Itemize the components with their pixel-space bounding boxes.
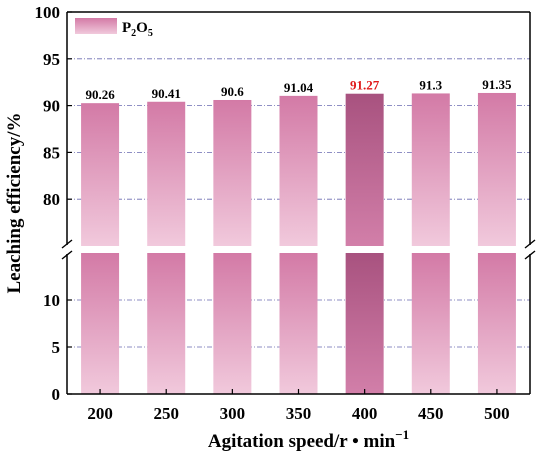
x-axis-title: Agitation speed/r • min−1 xyxy=(208,427,409,452)
legend-label-part: O xyxy=(136,20,148,36)
y-tick-label: 100 xyxy=(35,3,61,22)
y-tick-label: 5 xyxy=(52,338,61,357)
bar-upper xyxy=(411,93,450,246)
legend-label: P2O5 xyxy=(122,20,153,39)
data-label: 91.04 xyxy=(284,80,314,95)
legend-label-part: P xyxy=(122,20,131,36)
legend-swatch xyxy=(75,18,117,34)
bar-lower xyxy=(477,253,516,394)
x-axis-title-sup: −1 xyxy=(395,427,409,442)
y-tick-label: 85 xyxy=(43,143,60,162)
axis-break-mark xyxy=(61,239,73,249)
bar-lower xyxy=(213,253,252,394)
y-tick-label: 80 xyxy=(43,190,60,209)
data-label: 90.26 xyxy=(85,87,115,102)
legend: P2O5 xyxy=(75,18,153,39)
data-label: 91.35 xyxy=(482,77,512,92)
labels: 90.2620090.4125090.630091.0435091.274009… xyxy=(4,3,512,452)
y-axis-title: Leaching efficiency/% xyxy=(4,113,25,294)
axis-break-mark xyxy=(524,239,536,249)
legend-label-sub: 5 xyxy=(148,28,153,39)
legend-label-sub: 2 xyxy=(131,28,136,39)
bar-upper xyxy=(147,101,186,247)
bar-lower xyxy=(81,253,120,394)
bar-lower xyxy=(279,253,318,394)
bar-lower xyxy=(411,253,450,394)
axis-break-mark xyxy=(524,250,536,260)
bar-lower xyxy=(345,253,384,394)
bar-lower xyxy=(147,253,186,394)
data-label: 91.27 xyxy=(350,78,380,93)
x-tick-label: 250 xyxy=(153,404,179,423)
y-tick-label: 95 xyxy=(43,50,60,69)
y-tick-label: 0 xyxy=(52,385,61,404)
x-tick-label: 450 xyxy=(418,404,444,423)
x-tick-label: 350 xyxy=(286,404,312,423)
x-tick-label: 200 xyxy=(87,404,113,423)
y-tick-label: 90 xyxy=(43,97,60,116)
bar-upper xyxy=(81,103,120,246)
data-label: 91.3 xyxy=(419,77,442,92)
y-tick-label: 10 xyxy=(43,291,60,310)
x-tick-label: 300 xyxy=(220,404,246,423)
axis-break-mark xyxy=(61,250,73,260)
axes-frame xyxy=(61,11,536,395)
x-tick-label: 500 xyxy=(484,404,510,423)
bar-upper xyxy=(345,93,384,246)
bar-upper xyxy=(477,92,516,247)
bars xyxy=(81,92,516,394)
bar-upper xyxy=(279,95,318,246)
bar-upper xyxy=(213,99,252,246)
data-label: 90.6 xyxy=(221,84,244,99)
data-label: 90.41 xyxy=(152,86,181,101)
x-axis-title-main: Agitation speed/r • min xyxy=(208,431,396,452)
x-tick-label: 400 xyxy=(352,404,378,423)
